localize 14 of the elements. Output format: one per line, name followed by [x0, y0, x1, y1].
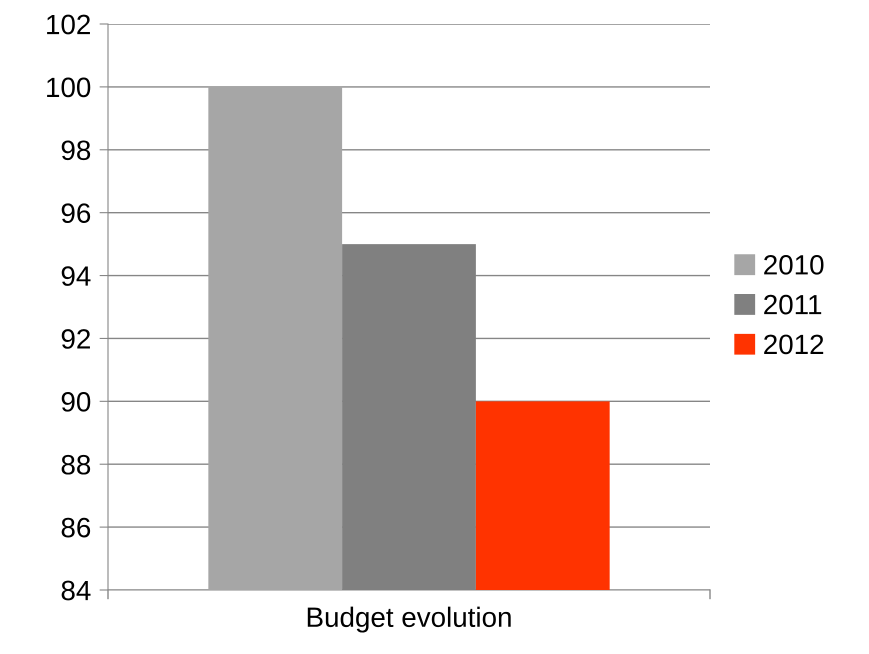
y-tick-label: 84 — [62, 580, 91, 600]
x-tick-label: Budget evolution — [308, 606, 511, 633]
legend-label: 2011 — [764, 294, 822, 314]
y-tick-label: 94 — [62, 266, 91, 286]
y-tick-label: 86 — [62, 518, 90, 538]
y-tick-label: 100 — [47, 78, 90, 98]
legend-label: 2012 — [764, 334, 824, 354]
y-tick-label: 98 — [62, 140, 90, 160]
y-tick-label: 88 — [62, 454, 90, 475]
legend-label: 2010 — [764, 255, 824, 275]
y-tick-label: 102 — [47, 14, 90, 34]
y-tick-label: 90 — [62, 392, 90, 412]
y-tick-label: 96 — [62, 203, 90, 224]
y-tick-label: 92 — [62, 329, 90, 349]
